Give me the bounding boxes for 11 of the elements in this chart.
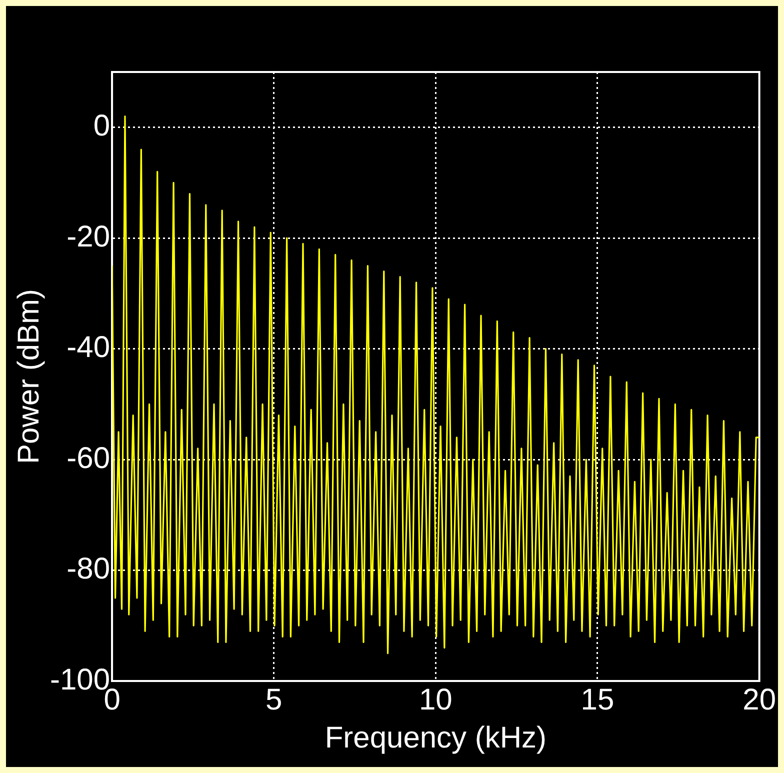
- x-tick-label: 5: [266, 683, 282, 716]
- x-tick-label: 20: [742, 683, 776, 716]
- y-tick-label: -80: [66, 552, 110, 586]
- y-tick-label: 0: [93, 110, 110, 143]
- y-tick-label: -40: [66, 331, 110, 364]
- x-tick-label: 15: [580, 683, 614, 716]
- x-axis-title: Frequency (kHz): [324, 721, 547, 754]
- y-axis-title: Power (dBm): [12, 288, 46, 464]
- y-tick-label: -20: [66, 220, 110, 254]
- x-tick-label: 10: [418, 683, 452, 716]
- y-tick-label: -60: [66, 442, 110, 475]
